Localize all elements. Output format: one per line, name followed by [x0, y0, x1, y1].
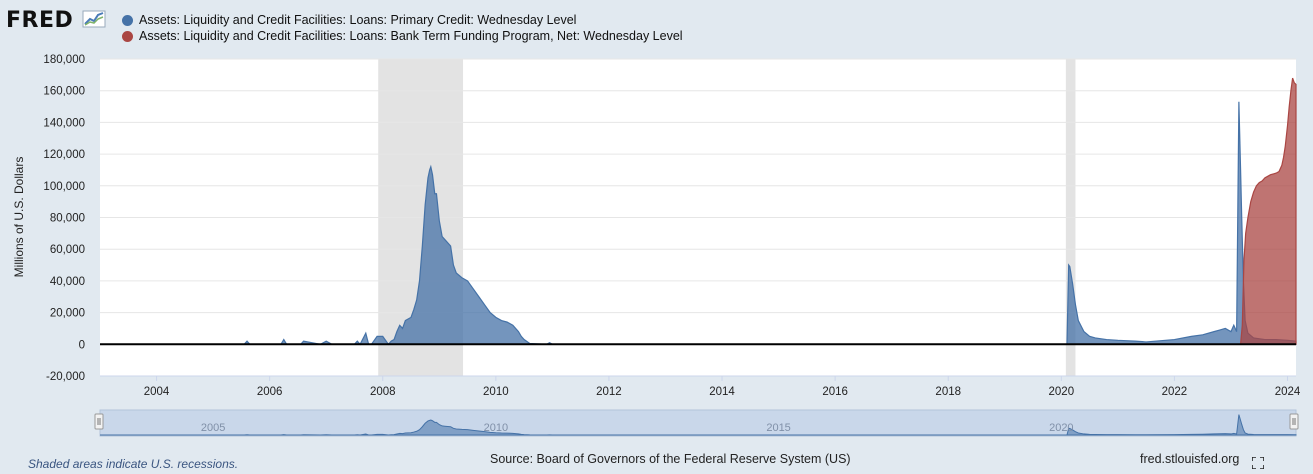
y-tick-label: 80,000: [50, 213, 85, 225]
y-tick-label: 140,000: [43, 117, 85, 129]
chart-legend: Assets: Liquidity and Credit Facilities:…: [122, 12, 683, 44]
series-areas: [100, 77, 1297, 346]
fred-url-link[interactable]: fred.stlouisfed.org: [1140, 452, 1240, 466]
legend-label-btfp: Assets: Liquidity and Credit Facilities:…: [139, 29, 683, 43]
y-tick-label: 60,000: [50, 244, 85, 256]
navigator-labels: 2005 2010 2015 2020: [201, 422, 1074, 434]
x-tick-label: 2014: [709, 386, 735, 398]
fred-logo[interactable]: FRED: [6, 8, 106, 33]
series-area: [1239, 77, 1297, 345]
x-tick-label: 2006: [257, 386, 283, 398]
x-tick-label: 2018: [935, 386, 961, 398]
recession-band: [1065, 59, 1076, 376]
logo-text: FRED: [6, 8, 74, 33]
y-tick-label: 0: [79, 339, 85, 351]
plot-background: [100, 59, 1296, 376]
y-axis-ticks: -20,000 0 20,000 40,000 60,000 80,000 100,000 1…: [43, 54, 85, 383]
navigator-label: 2010: [484, 422, 508, 434]
x-tick-label: 2008: [370, 386, 396, 398]
navigator-right-handle[interactable]: [1289, 413, 1299, 430]
y-tick-label: 100,000: [43, 181, 85, 193]
fullscreen-icon[interactable]: [1252, 457, 1264, 469]
navigator-background: [99, 409, 1297, 437]
range-navigator[interactable]: 2005 2010 2015 2020: [94, 409, 1299, 437]
navigator-series: [100, 414, 1297, 436]
navigator-area: [100, 414, 1297, 436]
x-axis-ticks: 2004 2006 2008 2010 2012 2014 2016 2018 2020 2022…: [100, 375, 1301, 398]
x-tick-label: 2024: [1275, 386, 1301, 398]
legend-item-btfp[interactable]: Assets: Liquidity and Credit Facilities:…: [122, 28, 683, 44]
logo-graph-icon: [82, 10, 106, 28]
recession-note: Shaded areas indicate U.S. recessions.: [28, 457, 239, 471]
y-tick-label: -20,000: [46, 371, 85, 383]
y-tick-label: 180,000: [43, 54, 85, 66]
y-tick-label: 160,000: [43, 86, 85, 98]
x-tick-label: 2020: [1049, 386, 1075, 398]
recession-shading: [378, 59, 1076, 376]
legend-dot-red: [122, 30, 133, 42]
x-tick-label: 2004: [144, 386, 170, 398]
navigator-label: 2005: [201, 422, 225, 434]
recession-band: [378, 59, 464, 376]
navigator-left-handle[interactable]: [94, 413, 104, 430]
x-tick-label: 2010: [483, 386, 509, 398]
x-tick-label: 2016: [822, 386, 848, 398]
legend-dot-blue: [122, 14, 133, 26]
series-area: [100, 101, 1297, 346]
y-axis-label: Millions of U.S. Dollars: [12, 157, 26, 278]
x-tick-label: 2022: [1162, 386, 1188, 398]
legend-label-primary-credit: Assets: Liquidity and Credit Facilities:…: [139, 13, 577, 27]
legend-item-primary-credit[interactable]: Assets: Liquidity and Credit Facilities:…: [122, 12, 683, 28]
gridlines: [100, 58, 1296, 377]
y-tick-label: 40,000: [50, 276, 85, 288]
x-tick-label: 2012: [596, 386, 622, 398]
navigator-label: 2015: [766, 422, 790, 434]
source-text: Source: Board of Governors of the Federa…: [490, 452, 851, 466]
y-tick-label: 20,000: [50, 308, 85, 320]
y-tick-label: 120,000: [43, 149, 85, 161]
navigator-label: 2020: [1049, 422, 1073, 434]
